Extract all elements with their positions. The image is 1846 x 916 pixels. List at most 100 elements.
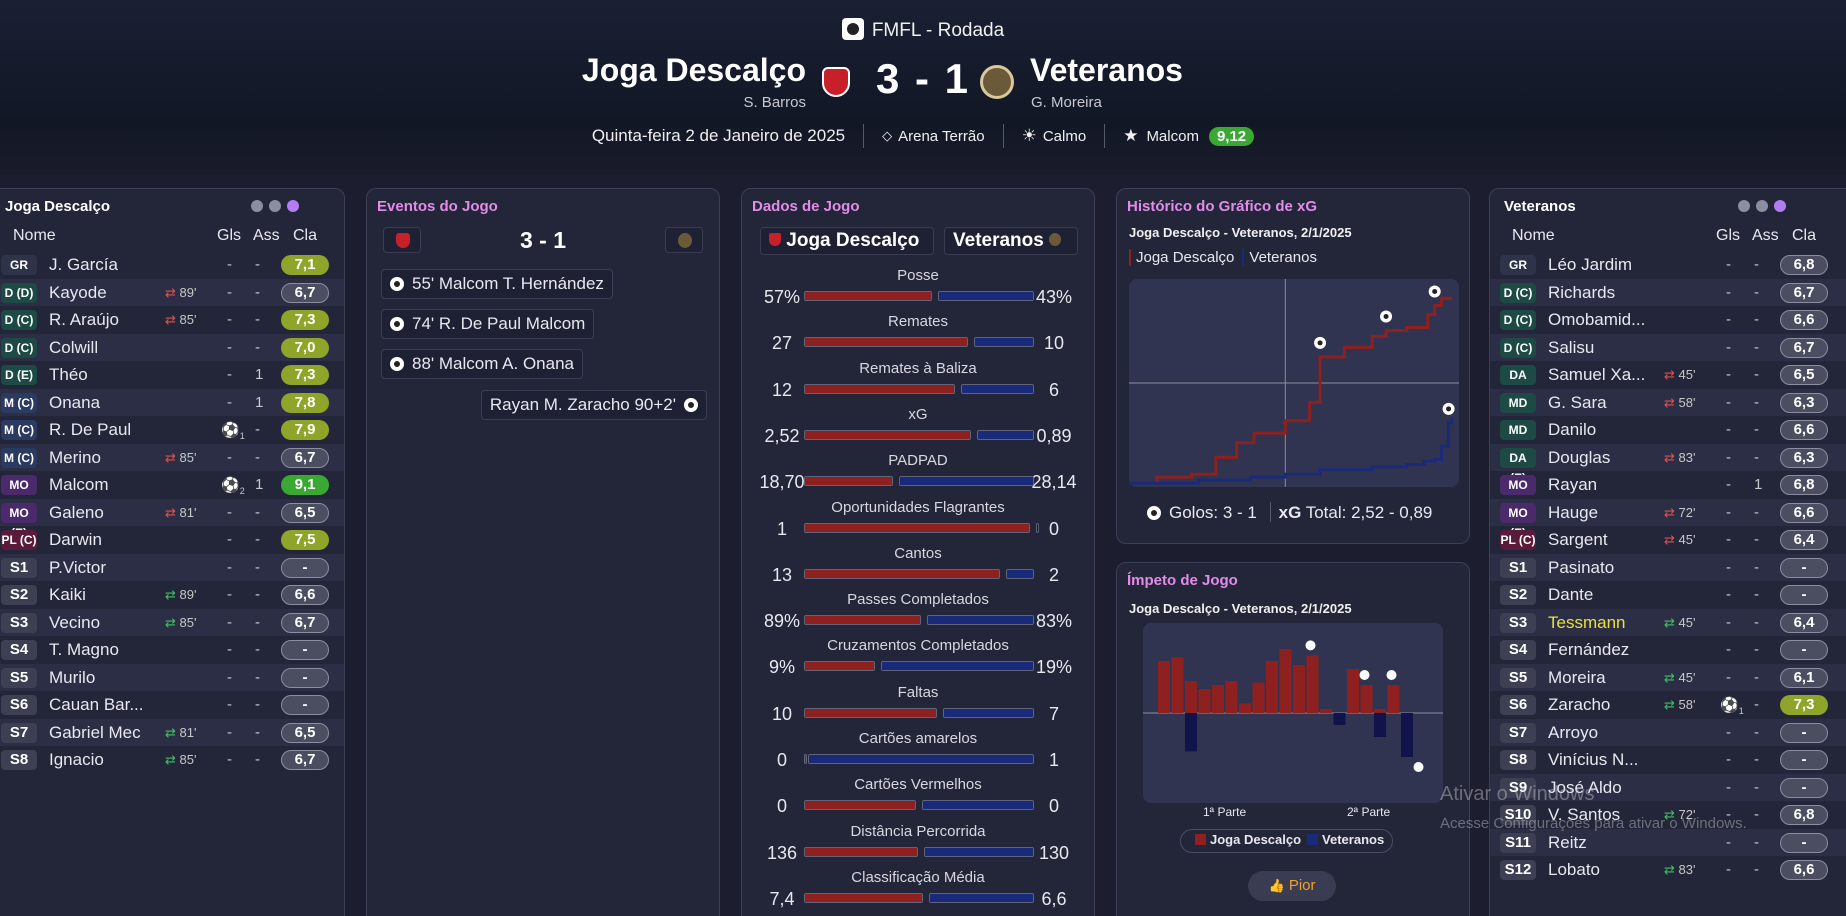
player-name[interactable]: Darwin xyxy=(49,530,102,549)
player-name[interactable]: Moreira xyxy=(1548,667,1606,687)
event-item[interactable]: 74' R. De Paul Malcom xyxy=(381,309,595,339)
col-name[interactable]: Nome xyxy=(13,227,56,244)
away-team-tab[interactable]: Veteranos xyxy=(944,227,1078,255)
event-item[interactable]: Rayan M. Zaracho 90+2' xyxy=(480,390,707,420)
player-name[interactable]: Théo xyxy=(49,365,88,384)
competition-title[interactable]: FMFL - Rodada xyxy=(0,18,1846,42)
player-name[interactable]: Onana xyxy=(49,392,101,412)
player-name[interactable]: Cauan Bar... xyxy=(49,695,144,714)
player-name[interactable]: Richards xyxy=(1548,282,1616,302)
player-row[interactable]: S6 Zaracho ⇄ 58' ⚽1- 7,3 xyxy=(1490,691,1846,719)
player-name[interactable]: Douglas xyxy=(1548,447,1611,467)
player-name[interactable]: Merino xyxy=(49,447,101,467)
potm-name[interactable]: Malcom xyxy=(1146,127,1199,145)
player-row[interactable]: S6 Cauan Bar... - - - xyxy=(0,691,344,719)
player-name[interactable]: Zaracho xyxy=(1548,695,1611,714)
player-row[interactable]: S9 José Aldo - - - xyxy=(1490,773,1846,801)
col-goals[interactable]: Gls xyxy=(1716,227,1740,244)
player-row[interactable]: MD G. Sara ⇄ 58' - - 6,3 xyxy=(1490,388,1846,416)
player-name[interactable]: Hauge xyxy=(1548,502,1599,522)
player-name[interactable]: Malcom xyxy=(49,475,109,494)
player-row[interactable]: D (C) R. Araújo ⇄ 85' - - 7,3 xyxy=(0,306,344,334)
player-name[interactable]: Lobato xyxy=(1548,860,1600,879)
player-name[interactable]: Samuel Xa... xyxy=(1548,365,1646,384)
col-assists[interactable]: Ass xyxy=(253,227,280,244)
dot-icon[interactable] xyxy=(287,200,299,212)
player-name[interactable]: Reitz xyxy=(1548,832,1587,852)
player-row[interactable]: S4 Fernández - - - xyxy=(1490,636,1846,664)
player-row[interactable]: MO (D) Rayan - 1 6,8 xyxy=(1490,471,1846,512)
player-name[interactable]: Pasinato xyxy=(1548,557,1615,577)
player-name[interactable]: Arroyo xyxy=(1548,722,1599,742)
player-name[interactable]: T. Magno xyxy=(49,640,119,659)
player-row[interactable]: DA (D) Samuel Xa... ⇄ 45' - - 6,5 xyxy=(1490,361,1846,402)
player-row[interactable]: S1 P.Victor - - - xyxy=(0,553,344,581)
player-name[interactable]: Gabriel Mec xyxy=(49,722,141,742)
player-row[interactable]: D (E) Théo - 1 7,3 xyxy=(0,361,344,389)
player-name[interactable]: Vecino xyxy=(49,612,101,632)
player-name[interactable]: Kaiki xyxy=(49,585,86,604)
player-name[interactable]: R. Araújo xyxy=(49,310,119,329)
player-name[interactable]: Sargent xyxy=(1548,530,1608,549)
dot-icon[interactable] xyxy=(1756,200,1768,212)
player-name[interactable]: Vinícius N... xyxy=(1548,750,1639,769)
player-row[interactable]: S10 V. Santos ⇄ 72' - - 6,8 xyxy=(1490,801,1846,829)
player-row[interactable]: D (C) Omobamid... - - 6,6 xyxy=(1490,306,1846,334)
player-name[interactable]: P.Victor xyxy=(49,557,107,577)
player-row[interactable]: S5 Murilo - - - xyxy=(0,663,344,691)
event-item[interactable]: 55' Malcom T. Hernández xyxy=(381,269,613,299)
player-row[interactable]: S2 Dante - - - xyxy=(1490,581,1846,609)
player-row[interactable]: S2 Kaiki ⇄ 89' - - 6,6 xyxy=(0,581,344,609)
player-row[interactable]: D (C) Colwill - - 7,0 xyxy=(0,333,344,361)
player-name[interactable]: Danilo xyxy=(1548,420,1597,439)
stadium-name[interactable]: Arena Terrão xyxy=(898,127,985,145)
player-row[interactable]: M (C) R. De Paul ⚽1- 7,9 xyxy=(0,416,344,444)
col-name[interactable]: Nome xyxy=(1512,227,1555,244)
player-name[interactable]: Omobamid... xyxy=(1548,310,1646,329)
player-row[interactable]: GR J. García - - 7,1 xyxy=(0,251,344,279)
player-row[interactable]: GR Léo Jardim - - 6,8 xyxy=(1490,251,1846,279)
player-row[interactable]: S8 Ignacio ⇄ 85' - - 6,7 xyxy=(0,746,344,774)
col-goals[interactable]: Gls xyxy=(217,227,241,244)
col-rating[interactable]: Cla xyxy=(293,227,318,244)
player-row[interactable]: PL (C) Darwin - - 7,5 xyxy=(0,526,344,554)
player-row[interactable]: D (C) Richards - - 6,7 xyxy=(1490,278,1846,306)
player-name[interactable]: J. García xyxy=(49,255,118,274)
player-name[interactable]: Rayan xyxy=(1548,475,1598,494)
event-item[interactable]: 88' Malcom A. Onana xyxy=(381,349,583,379)
player-row[interactable]: S8 Vinícius N... - - - xyxy=(1490,746,1846,774)
home-manager[interactable]: S. Barros xyxy=(743,94,806,111)
home-team-name[interactable]: Joga Descalço xyxy=(581,52,806,88)
player-row[interactable]: D (D) Kayode ⇄ 89' - - 6,7 xyxy=(0,278,344,306)
player-row[interactable]: S11 Reitz - - - xyxy=(1490,828,1846,856)
player-row[interactable]: S1 Pasinato - - - xyxy=(1490,553,1846,581)
player-row[interactable]: S3 Vecino ⇄ 85' - - 6,7 xyxy=(0,608,344,636)
player-name[interactable]: Salisu xyxy=(1548,337,1595,357)
dot-icon[interactable] xyxy=(1738,200,1750,212)
player-name[interactable]: José Aldo xyxy=(1548,777,1622,797)
player-row[interactable]: M (C) Merino ⇄ 85' - - 6,7 xyxy=(0,443,344,471)
player-name[interactable]: Ignacio xyxy=(49,750,104,769)
player-row[interactable]: MD Danilo - - 6,6 xyxy=(1490,416,1846,444)
player-row[interactable]: MO (E) Hauge ⇄ 72' - - 6,6 xyxy=(1490,498,1846,540)
player-row[interactable]: S4 T. Magno - - - xyxy=(0,636,344,664)
player-row[interactable]: S7 Arroyo - - - xyxy=(1490,718,1846,746)
player-row[interactable]: M (C) Onana - 1 7,8 xyxy=(0,388,344,416)
player-name[interactable]: Léo Jardim xyxy=(1548,255,1633,274)
player-row[interactable]: PL (C) Sargent ⇄ 45' - - 6,4 xyxy=(1490,526,1846,554)
player-name[interactable]: Kayode xyxy=(49,282,107,302)
col-assists[interactable]: Ass xyxy=(1752,227,1779,244)
panel-view-toggle[interactable] xyxy=(1732,199,1786,217)
player-row[interactable]: S12 Lobato ⇄ 83' - - 6,6 xyxy=(1490,856,1846,884)
home-team-tab[interactable]: Joga Descalço xyxy=(760,227,934,255)
panel-view-toggle[interactable] xyxy=(245,199,299,217)
player-row[interactable]: MO (D) Malcom ⚽2 1 9,1 xyxy=(0,471,344,512)
player-name[interactable]: Murilo xyxy=(49,667,96,687)
player-name[interactable]: Dante xyxy=(1548,585,1594,604)
player-row[interactable]: D (C) Salisu - - 6,7 xyxy=(1490,333,1846,361)
player-name[interactable]: Tessmann xyxy=(1548,612,1626,632)
player-name[interactable]: Colwill xyxy=(49,337,99,357)
worse-button[interactable]: 👍 Pior xyxy=(1248,871,1336,901)
away-manager[interactable]: G. Moreira xyxy=(1031,94,1102,111)
dot-icon[interactable] xyxy=(251,200,263,212)
